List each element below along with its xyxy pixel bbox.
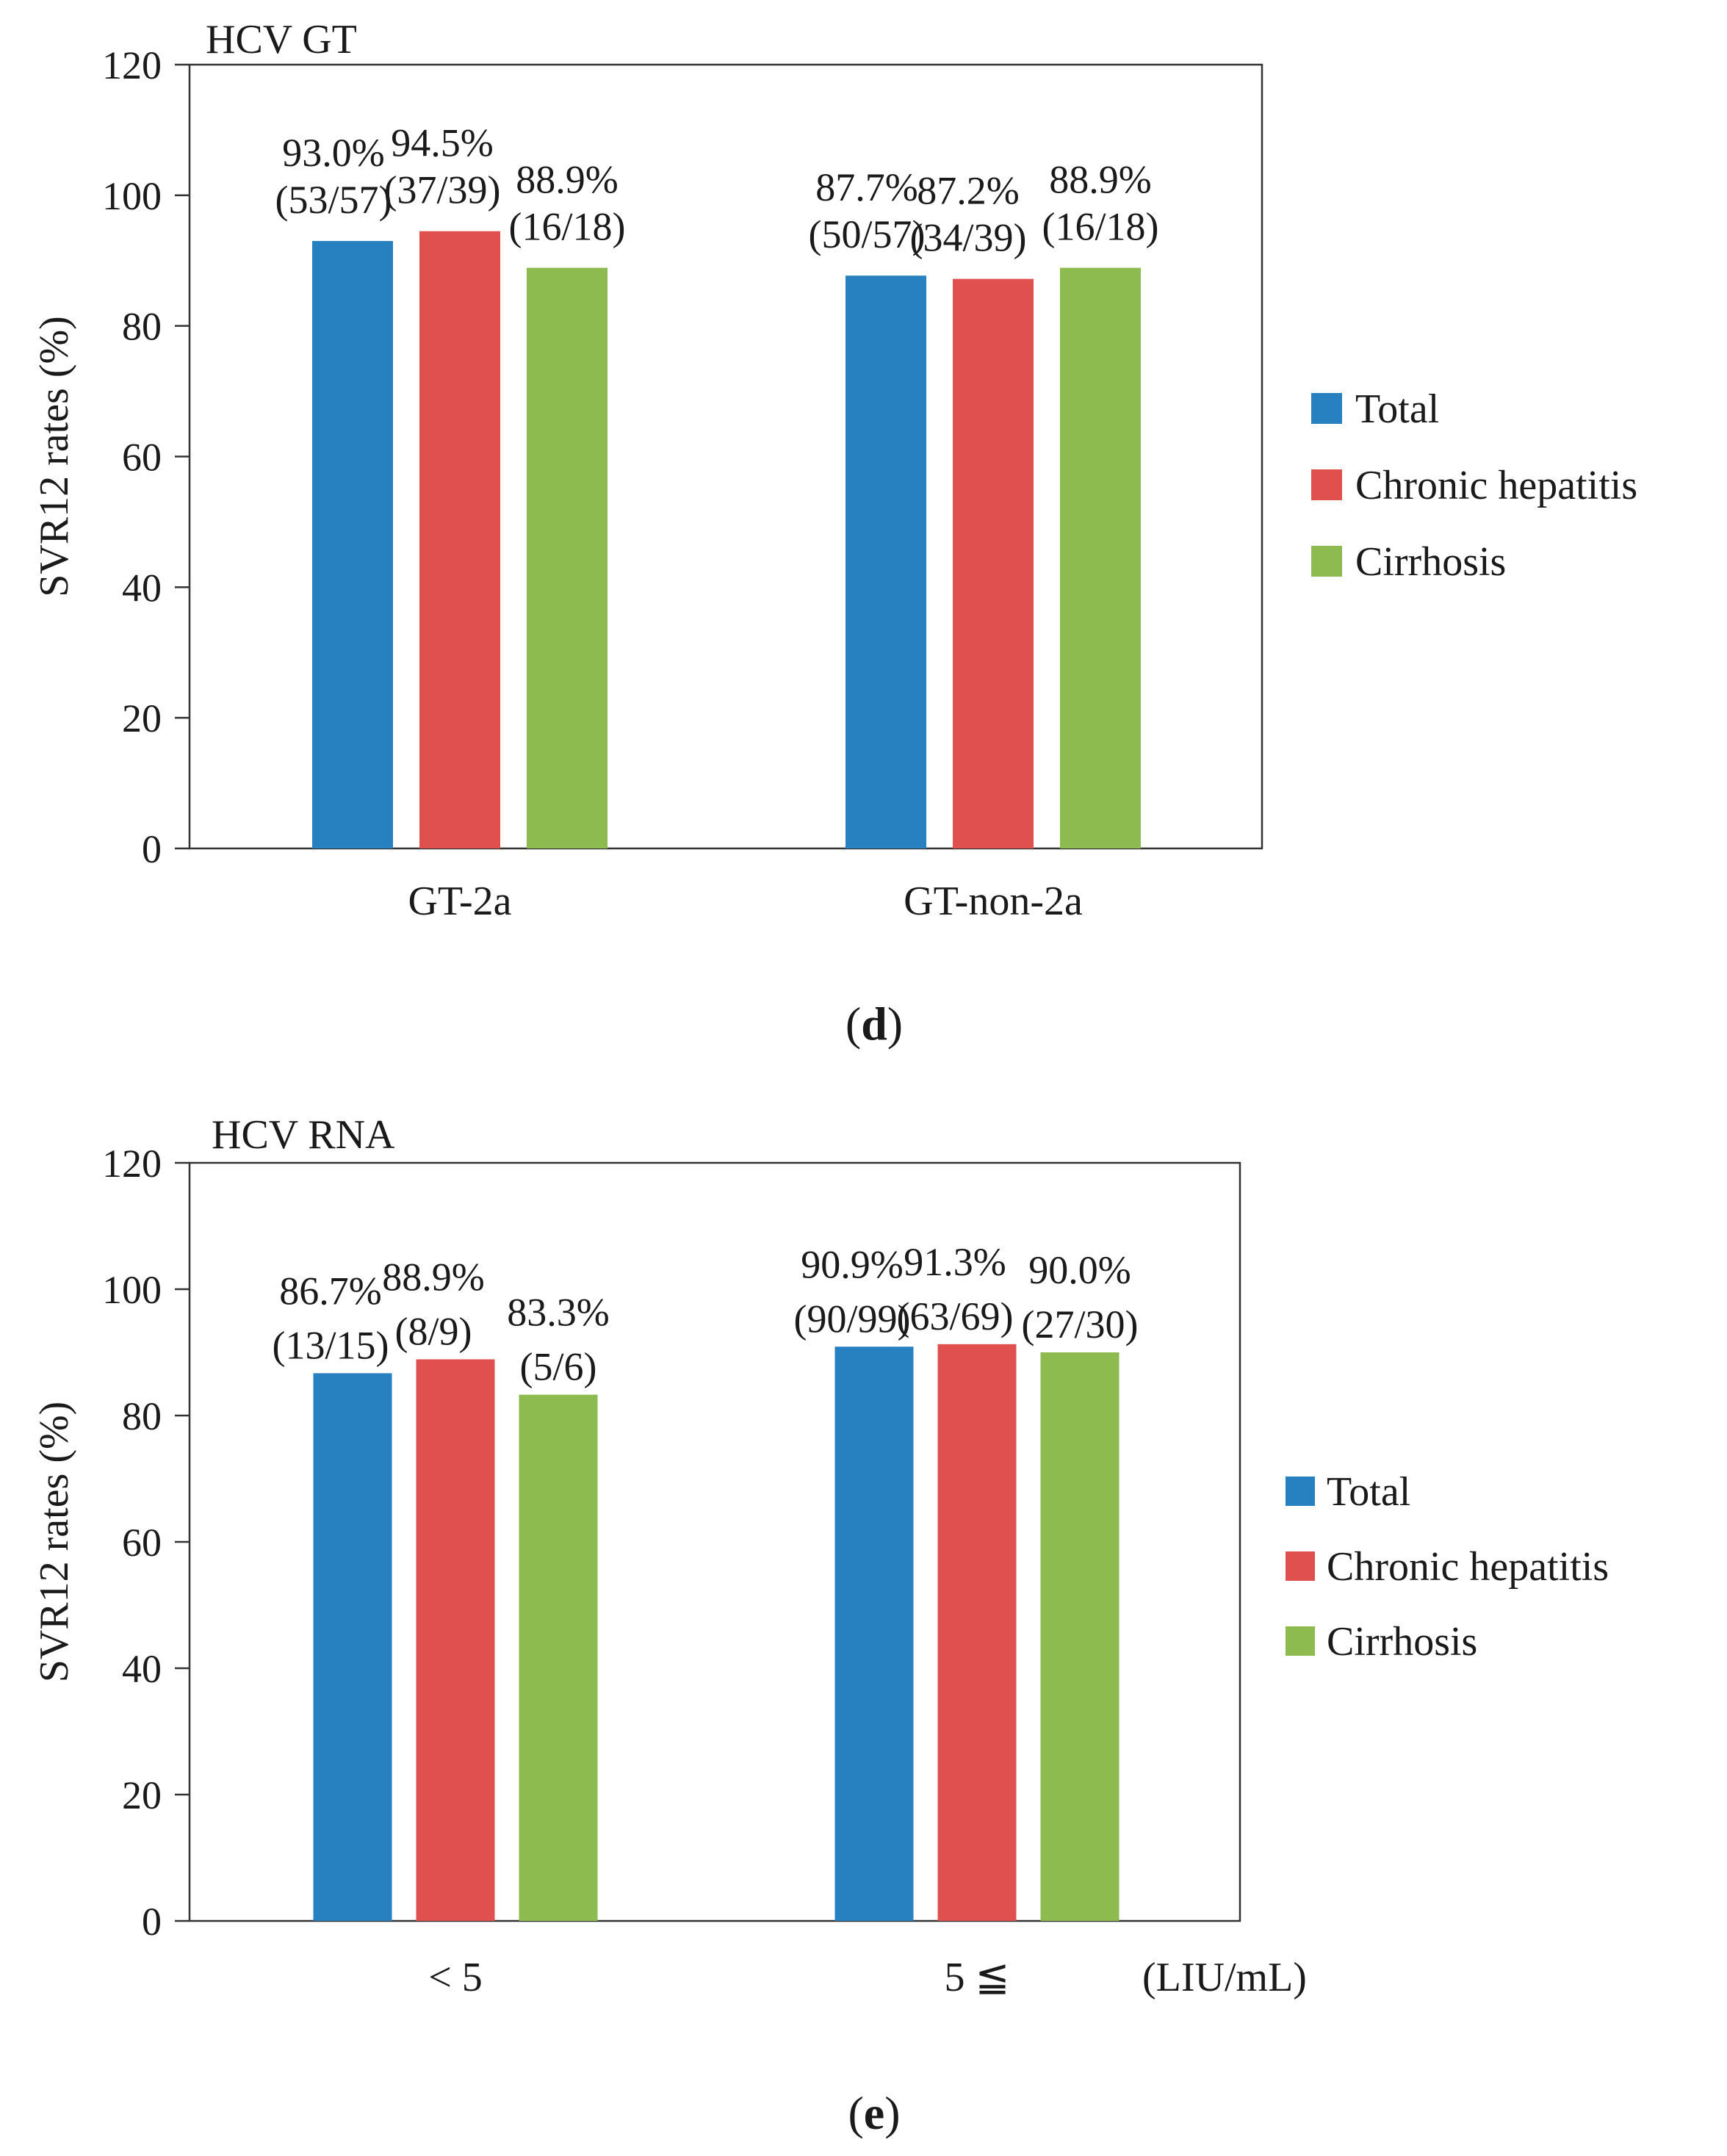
data-label-pct-e-0-2: 83.3% <box>507 1291 609 1335</box>
data-label-count-d-0-2: (16/18) <box>509 205 626 249</box>
y-tick-label-e-2: 40 <box>122 1647 162 1691</box>
data-label-count-e-0-0: (13/15) <box>273 1323 389 1367</box>
y-tick-label-d-6: 120 <box>102 43 162 87</box>
bar-e-1-0 <box>834 1346 914 1921</box>
y-tick-label-d-1: 20 <box>122 696 162 740</box>
legend-label-e-2: Cirrhosis <box>1327 1619 1477 1665</box>
data-label-pct-d-1-1: 87.2% <box>917 169 1019 213</box>
bar-e-0-0 <box>313 1373 392 1921</box>
data-label-pct-e-1-1: 91.3% <box>904 1240 1006 1284</box>
bar-e-0-2 <box>519 1394 598 1921</box>
y-tick-label-e-5: 100 <box>102 1268 162 1312</box>
panel-caption-d: (d) <box>846 998 903 1050</box>
bar-d-0-2 <box>527 267 607 848</box>
y-tick-label-e-3: 60 <box>122 1521 162 1565</box>
data-label-pct-e-1-2: 90.0% <box>1028 1248 1131 1292</box>
category-label-e-0: < 5 <box>428 1955 483 2000</box>
bar-d-0-1 <box>419 231 500 848</box>
bar-e-1-2 <box>1040 1352 1120 1921</box>
x-axis-unit-label-e: (LIU/mL) <box>1142 1955 1307 2000</box>
data-label-count-d-1-1: (34/39) <box>910 216 1027 260</box>
y-tick-label-e-6: 120 <box>102 1142 162 1186</box>
legend-swatch-d-0 <box>1311 393 1342 424</box>
data-label-count-d-0-1: (37/39) <box>384 168 501 212</box>
legend-swatch-e-2 <box>1286 1626 1315 1656</box>
data-label-pct-e-0-1: 88.9% <box>382 1255 484 1299</box>
y-tick-label-e-4: 80 <box>122 1394 162 1438</box>
y-axis-label-d: SVR12 rates (%) <box>32 316 77 597</box>
legend-swatch-d-2 <box>1311 546 1342 577</box>
bar-d-1-1 <box>953 278 1034 848</box>
legend-label-d-0: Total <box>1355 386 1439 432</box>
panel-caption-e: (e) <box>848 2087 900 2139</box>
data-label-count-e-1-0: (90/99) <box>794 1297 911 1341</box>
data-label-count-d-1-0: (50/57) <box>809 212 926 256</box>
data-label-pct-d-1-0: 87.7% <box>815 165 917 209</box>
bar-d-1-2 <box>1060 267 1141 848</box>
data-label-pct-d-0-0: 93.0% <box>282 131 384 175</box>
bar-e-1-1 <box>937 1344 1017 1921</box>
bar-e-0-1 <box>416 1359 495 1921</box>
data-label-count-d-1-2: (16/18) <box>1042 205 1159 249</box>
legend-swatch-e-0 <box>1286 1477 1315 1506</box>
data-label-count-d-0-0: (53/57) <box>275 178 392 222</box>
y-tick-label-e-0: 0 <box>142 1900 162 1944</box>
data-label-pct-d-0-1: 94.5% <box>391 121 493 165</box>
y-axis-label-e: SVR12 rates (%) <box>32 1402 77 1683</box>
y-tick-label-d-0: 0 <box>142 827 162 871</box>
legend-label-d-1: Chronic hepatitis <box>1355 463 1637 508</box>
bar-d-1-0 <box>846 275 926 849</box>
data-label-pct-d-1-2: 88.9% <box>1049 158 1151 202</box>
data-label-count-e-0-1: (8/9) <box>395 1309 472 1353</box>
category-label-d-1: GT-non-2a <box>904 879 1083 924</box>
legend-swatch-e-1 <box>1286 1551 1315 1581</box>
data-label-pct-e-0-0: 86.7% <box>279 1269 381 1313</box>
data-label-pct-e-1-0: 90.9% <box>801 1242 903 1286</box>
y-tick-label-d-3: 60 <box>122 436 162 480</box>
y-tick-label-d-4: 80 <box>122 305 162 349</box>
y-tick-label-d-5: 100 <box>102 174 162 218</box>
bar-d-0-0 <box>312 241 393 848</box>
chart-title-d: HCV GT <box>206 17 357 62</box>
legend-label-d-2: Cirrhosis <box>1355 539 1506 585</box>
legend-label-e-1: Chronic hepatitis <box>1327 1544 1609 1590</box>
data-label-count-e-1-1: (63/69) <box>897 1294 1014 1338</box>
category-label-e-1: 5 ≦ <box>945 1955 1010 2000</box>
chart-title-e: HCV RNA <box>212 1112 395 1158</box>
legend-label-e-0: Total <box>1327 1469 1410 1515</box>
y-tick-label-e-1: 20 <box>122 1773 162 1817</box>
data-label-count-e-1-2: (27/30) <box>1022 1302 1139 1346</box>
data-label-pct-d-0-2: 88.9% <box>516 158 618 202</box>
data-label-count-e-0-2: (5/6) <box>520 1345 597 1389</box>
y-tick-label-d-2: 40 <box>122 566 162 610</box>
category-label-d-0: GT-2a <box>408 879 511 924</box>
legend-swatch-d-1 <box>1311 469 1342 500</box>
